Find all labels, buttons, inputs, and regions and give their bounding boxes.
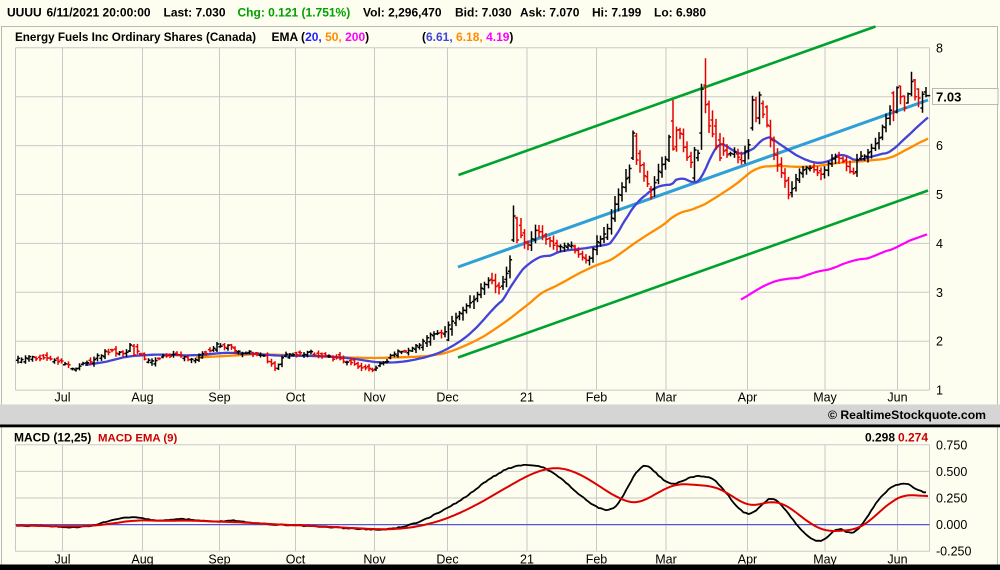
svg-text:Nov: Nov xyxy=(363,553,386,567)
svg-text:2: 2 xyxy=(936,335,943,349)
svg-text:UUUU: UUUU xyxy=(7,6,42,20)
svg-text:Oct: Oct xyxy=(286,391,306,405)
svg-text:Aug: Aug xyxy=(131,553,153,567)
svg-text:May: May xyxy=(813,553,837,567)
svg-text:Sep: Sep xyxy=(208,391,230,405)
svg-text:Feb: Feb xyxy=(586,553,608,567)
svg-text:-0.250: -0.250 xyxy=(936,545,971,559)
svg-text:Ask: 7.070: Ask: 7.070 xyxy=(520,6,580,20)
svg-text:Sep: Sep xyxy=(208,553,230,567)
svg-text:Chg: 0.121 (1.751%): Chg: 0.121 (1.751%) xyxy=(238,6,351,20)
svg-text:Lo: 6.980: Lo: 6.980 xyxy=(654,6,706,20)
svg-text:Jul: Jul xyxy=(55,553,71,567)
svg-text:Jun: Jun xyxy=(887,553,907,567)
svg-text:Mar: Mar xyxy=(655,553,677,567)
svg-text:MACD (12,25): MACD (12,25) xyxy=(14,431,91,445)
svg-text:MACD EMA (9): MACD EMA (9) xyxy=(98,433,178,445)
svg-text:21: 21 xyxy=(520,391,534,405)
svg-text:Dec: Dec xyxy=(436,553,458,567)
svg-text:0.750: 0.750 xyxy=(936,438,967,452)
svg-text:7.03: 7.03 xyxy=(936,90,961,105)
svg-text:Oct: Oct xyxy=(286,553,306,567)
svg-text:21: 21 xyxy=(520,553,534,567)
svg-text:3: 3 xyxy=(936,286,943,300)
svg-text:May: May xyxy=(813,391,837,405)
svg-text:© RealtimeStockquote.com: © RealtimeStockquote.com xyxy=(828,408,986,422)
svg-text:6: 6 xyxy=(936,139,943,153)
svg-text:8: 8 xyxy=(936,41,943,55)
svg-text:4: 4 xyxy=(936,237,943,251)
svg-text:0.298: 0.298 xyxy=(865,431,895,445)
svg-text:EMA (20, 50, 200): EMA (20, 50, 200) xyxy=(272,30,370,44)
svg-text:Hi: 7.199: Hi: 7.199 xyxy=(592,6,642,20)
svg-text:Jul: Jul xyxy=(55,391,71,405)
svg-text:Bid: 7.030: Bid: 7.030 xyxy=(455,6,512,20)
svg-text:0.500: 0.500 xyxy=(936,465,967,479)
svg-text:0.274: 0.274 xyxy=(898,431,928,445)
svg-text:1: 1 xyxy=(936,384,943,398)
svg-text:Aug: Aug xyxy=(131,391,153,405)
svg-text:Apr: Apr xyxy=(738,391,757,405)
svg-text:Last: 7.030: Last: 7.030 xyxy=(164,6,226,20)
svg-text:Dec: Dec xyxy=(436,391,458,405)
svg-text:Energy Fuels Inc Ordinary Shar: Energy Fuels Inc Ordinary Shares (Canada… xyxy=(15,31,256,44)
svg-text:Apr: Apr xyxy=(738,553,757,567)
svg-text:Feb: Feb xyxy=(586,391,608,405)
svg-text:5: 5 xyxy=(936,188,943,202)
svg-text:0.000: 0.000 xyxy=(936,518,967,532)
svg-text:6/11/2021 20:00:00: 6/11/2021 20:00:00 xyxy=(47,6,151,20)
svg-text:Mar: Mar xyxy=(655,391,677,405)
svg-text:Vol: 2,296,470: Vol: 2,296,470 xyxy=(363,6,442,20)
svg-text:Nov: Nov xyxy=(363,391,386,405)
svg-text:0.250: 0.250 xyxy=(936,492,967,506)
svg-text:Jun: Jun xyxy=(887,391,907,405)
svg-text:(6.61, 6.18, 4.19): (6.61, 6.18, 4.19) xyxy=(422,30,513,44)
